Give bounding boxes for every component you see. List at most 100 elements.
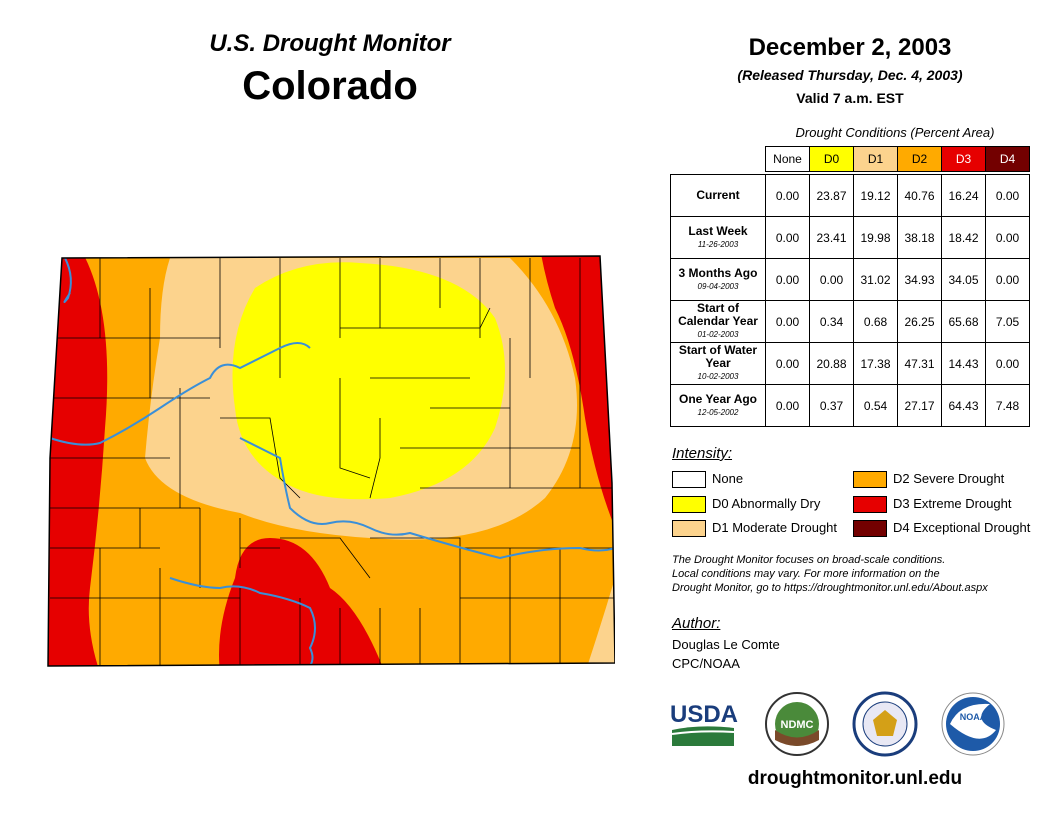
legend-swatch xyxy=(672,471,706,489)
table-cell: 38.18 xyxy=(897,216,942,259)
map-title: U.S. Drought Monitor xyxy=(209,30,451,57)
table-row: Start of Water Year 10-02-2003 0.00 20.88 17… xyxy=(670,342,1030,385)
noaa-logo: NOAA xyxy=(941,692,1005,756)
table-cell: 7.05 xyxy=(985,300,1030,343)
row-date: 10-02-2003 xyxy=(697,372,739,381)
table-cell: 19.98 xyxy=(853,216,898,259)
table-cell: 0.37 xyxy=(809,384,854,427)
table-row: Current 0.00 23.87 19.12 40.76 16.24 0.00 xyxy=(670,174,1030,217)
legend-swatch xyxy=(853,520,887,538)
state-border xyxy=(47,255,615,667)
row-label: 3 Months Ago 09-04-2003 xyxy=(670,258,766,301)
table-cell: 0.54 xyxy=(853,384,898,427)
row-date: 11-26-2003 xyxy=(697,239,739,249)
table-cell: 40.76 xyxy=(897,174,942,217)
svg-text:NOAA: NOAA xyxy=(960,712,987,722)
table-cell: 65.68 xyxy=(941,300,986,343)
svg-text:USDA: USDA xyxy=(670,701,738,728)
drought-conditions-table: None D0 D1 D2 D3 D4 Current 0.00 23.87 19.1… xyxy=(670,146,1030,427)
colorado-drought-map xyxy=(47,255,615,667)
usda-logo: USDA xyxy=(670,701,738,746)
legend-swatch xyxy=(672,496,706,514)
legend-label: None xyxy=(712,471,744,486)
row-date: 01-02-2003 xyxy=(697,330,739,339)
table-caption: Drought Conditions (Percent Area) xyxy=(795,125,995,140)
table-cell: 34.05 xyxy=(941,258,986,301)
author-org: CPC/NOAA xyxy=(672,656,740,671)
author-heading: Author: xyxy=(672,615,721,632)
row-label-text: One Year Ago xyxy=(678,391,758,406)
valid-time: Valid 7 a.m. EST xyxy=(796,90,904,106)
website-link[interactable]: droughtmonitor.unl.edu xyxy=(747,768,963,789)
table-cell: 0.00 xyxy=(765,384,810,427)
rivers xyxy=(49,257,615,666)
row-label: Start of Calendar Year 01-02-2003 xyxy=(670,300,766,343)
table-cell: 0.00 xyxy=(765,342,810,385)
row-label-text: Start of Water Year xyxy=(678,343,758,370)
table-cell: 17.38 xyxy=(853,342,898,385)
row-date: 12-05-2002 xyxy=(697,407,739,417)
row-label: Last Week 11-26-2003 xyxy=(670,216,766,259)
map-date: December 2, 2003 xyxy=(748,34,952,61)
table-cell: 19.12 xyxy=(853,174,898,217)
legend-swatch xyxy=(853,496,887,514)
column-d4: D4 xyxy=(985,146,1030,172)
table-cell: 34.93 xyxy=(897,258,942,301)
table-row: Last Week 11-26-2003 0.00 23.41 19.98 38.18 18… xyxy=(670,216,1030,259)
table-cell: 0.00 xyxy=(985,342,1030,385)
table-cell: 18.42 xyxy=(941,216,986,259)
table-cell: 0.00 xyxy=(985,216,1030,259)
legend-title: Intensity: xyxy=(672,445,733,462)
table-cell: 27.17 xyxy=(897,384,942,427)
release-date: (Released Thursday, Dec. 4, 2003) xyxy=(737,67,963,83)
table-cell: 0.00 xyxy=(765,258,810,301)
ndmc-logo: NDMC xyxy=(765,692,829,756)
county-lines xyxy=(50,258,615,666)
d0-zone xyxy=(232,262,505,500)
table-cell: 0.34 xyxy=(809,300,854,343)
legend-label: D4 Exceptional Drought xyxy=(893,520,1031,535)
column-d2: D2 xyxy=(897,146,942,172)
svg-text:NDMC: NDMC xyxy=(781,719,814,731)
table-cell: 0.00 xyxy=(765,216,810,259)
table-cell: 20.88 xyxy=(809,342,854,385)
legend-swatch xyxy=(672,520,706,538)
table-cell: 23.41 xyxy=(809,216,854,259)
legend-item-d4: D4 Exceptional Drought xyxy=(853,519,1031,538)
table-row: One Year Ago 12-05-2002 0.00 0.37 0.54 27.17 6… xyxy=(670,384,1030,427)
row-label: One Year Ago 12-05-2002 xyxy=(670,384,766,427)
legend-item-none: None xyxy=(672,470,744,489)
legend-item-d3: D3 Extreme Drought xyxy=(853,495,1012,514)
table-cell: 64.43 xyxy=(941,384,986,427)
table-cell: 0.00 xyxy=(985,174,1030,217)
agency-logos: USDA NDMC NOAA xyxy=(670,691,1005,757)
table-cell: 26.25 xyxy=(897,300,942,343)
row-label-text: 3 Months Ago xyxy=(678,265,758,280)
table-cell: 23.87 xyxy=(809,174,854,217)
row-label-text: Start of Calendar Year xyxy=(678,301,758,328)
legend-item-d2: D2 Severe Drought xyxy=(853,470,1004,489)
legend-item-d1: D1 Moderate Drought xyxy=(672,519,837,538)
row-label: Start of Water Year 10-02-2003 xyxy=(670,342,766,385)
region-title: Colorado xyxy=(242,64,418,108)
row-label-text: Last Week xyxy=(688,223,748,238)
legend-swatch xyxy=(853,471,887,489)
column-d3: D3 xyxy=(941,146,986,172)
note-line: The Drought Monitor focuses on broad-sca… xyxy=(672,554,946,566)
table-row: 3 Months Ago 09-04-2003 0.00 0.00 31.02 34.93… xyxy=(670,258,1030,301)
row-label-text: Current xyxy=(696,188,740,202)
column-none: None xyxy=(765,146,810,172)
note-link-line[interactable]: Drought Monitor, go to https://droughtmo… xyxy=(672,582,988,594)
info-note: The Drought Monitor focuses on broad-sca… xyxy=(672,553,1042,595)
table-cell: 16.24 xyxy=(941,174,986,217)
d3-south-zone xyxy=(219,538,385,666)
d1-southeast-zone xyxy=(585,578,615,666)
table-cell: 0.00 xyxy=(985,258,1030,301)
table-row: Start of Calendar Year 01-02-2003 0.00 0.34… xyxy=(670,300,1030,343)
table-cell: 0.68 xyxy=(853,300,898,343)
commerce-seal-logo xyxy=(852,691,918,757)
table-cell: 0.00 xyxy=(809,258,854,301)
table-header-row: None D0 D1 D2 D3 D4 xyxy=(671,146,1030,172)
table-cell: 0.00 xyxy=(765,174,810,217)
table-cell: 0.00 xyxy=(765,300,810,343)
